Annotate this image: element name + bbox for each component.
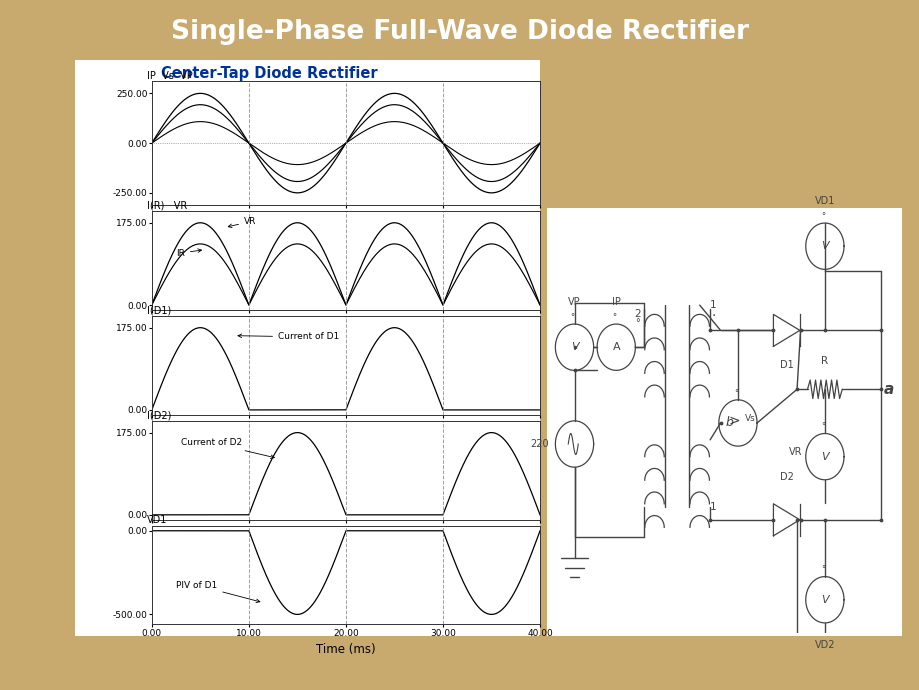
Text: VR: VR xyxy=(228,217,256,228)
Text: R: R xyxy=(821,356,827,366)
Text: IR: IR xyxy=(176,248,201,257)
Text: 1: 1 xyxy=(709,300,716,310)
Text: PIV of D1: PIV of D1 xyxy=(176,581,259,602)
Text: 220: 220 xyxy=(529,439,548,449)
Text: A: A xyxy=(612,342,619,352)
Text: I(R)   VR: I(R) VR xyxy=(147,200,187,210)
Text: Current of D2: Current of D2 xyxy=(181,438,274,459)
Text: IP: IP xyxy=(611,297,620,307)
Text: IP  Vs  VP: IP Vs VP xyxy=(147,71,193,81)
Text: VR: VR xyxy=(788,447,801,457)
Text: >: > xyxy=(728,414,740,428)
Text: Center-Tap Diode Rectifier: Center-Tap Diode Rectifier xyxy=(161,66,377,81)
Text: D2: D2 xyxy=(778,472,793,482)
Text: V: V xyxy=(820,241,828,251)
Text: °: ° xyxy=(820,422,824,431)
Text: VD1: VD1 xyxy=(147,515,167,525)
Text: °: ° xyxy=(820,212,824,221)
Text: ·: · xyxy=(710,309,715,324)
Text: I(D1): I(D1) xyxy=(147,305,171,315)
X-axis label: Time (ms): Time (ms) xyxy=(316,643,375,656)
Text: Current of D1: Current of D1 xyxy=(238,333,339,342)
Text: 1: 1 xyxy=(709,502,716,512)
Text: °: ° xyxy=(733,388,737,397)
Text: I(D2): I(D2) xyxy=(147,410,171,420)
Text: Vs: Vs xyxy=(744,414,754,423)
Text: VD2: VD2 xyxy=(813,640,834,650)
Text: Single-Phase Full-Wave Diode Rectifier: Single-Phase Full-Wave Diode Rectifier xyxy=(171,19,748,46)
Text: VD1: VD1 xyxy=(814,196,834,206)
Text: V: V xyxy=(570,342,578,352)
Text: °: ° xyxy=(634,318,639,328)
Text: °: ° xyxy=(820,566,824,575)
Text: b: b xyxy=(725,417,732,429)
Text: VP: VP xyxy=(568,297,580,307)
Text: a: a xyxy=(883,382,893,397)
Text: 2: 2 xyxy=(633,308,640,319)
Text: D1: D1 xyxy=(779,360,793,370)
Text: °: ° xyxy=(570,313,574,322)
Text: V: V xyxy=(820,595,828,604)
Text: °: ° xyxy=(612,313,616,322)
Text: V: V xyxy=(820,452,828,462)
